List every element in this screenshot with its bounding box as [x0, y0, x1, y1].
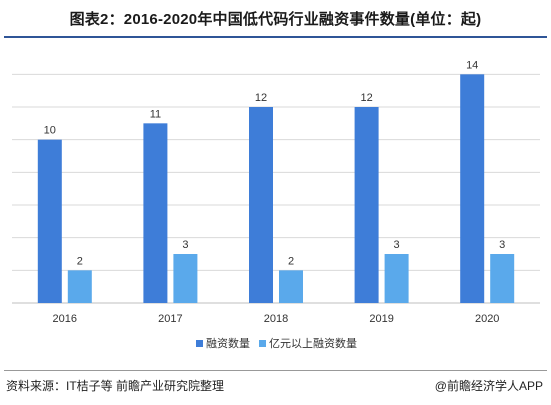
bar-financing-count-2019 — [354, 107, 379, 303]
bar-large-financing-count-2017 — [173, 254, 198, 303]
bars — [37, 74, 515, 303]
data-labels: 10 2 11 3 12 2 12 3 14 3 — [44, 59, 506, 267]
data-label: 3 — [499, 239, 505, 251]
x-tick-label: 2019 — [369, 313, 393, 325]
footer-divider — [4, 370, 547, 371]
x-tick-label: 2017 — [158, 313, 182, 325]
data-label: 2 — [77, 255, 83, 267]
legend-swatch — [196, 340, 203, 347]
x-tick-label: 2016 — [53, 313, 77, 325]
gridlines — [12, 73, 540, 304]
x-tick-label: 2018 — [264, 313, 288, 325]
data-label: 3 — [182, 239, 188, 251]
bar-financing-count-2016 — [37, 139, 62, 303]
chart-title: 图表2：2016-2020年中国低代码行业融资事件数量(单位：起) — [69, 11, 482, 28]
data-label: 12 — [360, 92, 372, 104]
x-tick-label: 2020 — [475, 313, 499, 325]
bar-financing-count-2020 — [460, 74, 485, 303]
brand-credit: @前瞻经济学人APP — [434, 379, 543, 393]
legend-swatch — [259, 340, 266, 347]
legend-label: 亿元以上融资数量 — [269, 337, 357, 350]
data-label: 2 — [288, 255, 294, 267]
legend-label: 融资数量 — [206, 337, 250, 350]
source-note: 资料来源：IT桔子等 前瞻产业研究院整理 — [6, 379, 224, 393]
data-label: 10 — [44, 125, 56, 137]
bar-financing-count-2017 — [143, 123, 168, 303]
bar-large-financing-count-2018 — [279, 270, 303, 303]
bar-financing-count-2018 — [249, 107, 273, 303]
data-label: 3 — [394, 239, 400, 251]
data-label: 11 — [150, 108, 161, 120]
bar-large-financing-count-2019 — [384, 254, 409, 303]
x-tick-labels: 2016 2017 2018 2019 2020 — [53, 313, 500, 325]
title-divider — [4, 36, 547, 38]
bar-large-financing-count-2020 — [490, 254, 515, 303]
legend: 融资数量 亿元以上融资数量 — [196, 337, 357, 350]
data-label: 14 — [466, 59, 478, 71]
bar-large-financing-count-2016 — [67, 270, 92, 303]
data-label: 12 — [255, 92, 267, 104]
